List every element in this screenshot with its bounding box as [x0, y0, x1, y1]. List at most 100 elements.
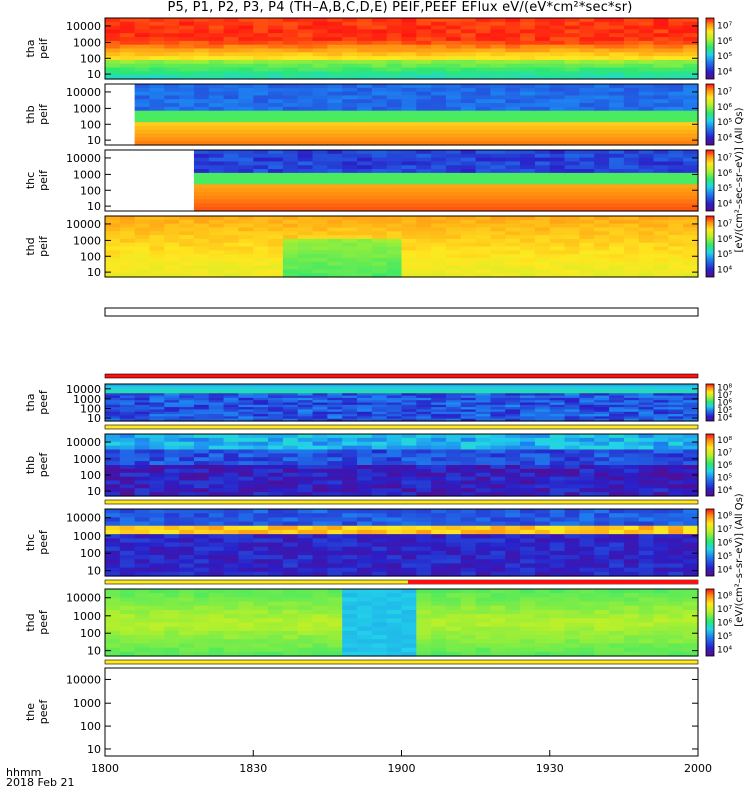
heatmap-cell: [431, 195, 447, 201]
heatmap-cell: [386, 242, 403, 248]
heatmap-cell: [371, 188, 388, 193]
heatmap-cell: [253, 184, 269, 189]
heatmap-cell: [327, 157, 343, 163]
heatmap-cell: [623, 546, 640, 552]
heatmap-cell: [105, 388, 121, 392]
heatmap-cell: [312, 103, 328, 108]
heatmap-cell: [238, 29, 254, 34]
heatmap-cell: [683, 129, 699, 135]
heatmap-cell: [638, 231, 655, 236]
heatmap-cell: [342, 52, 358, 57]
heatmap-cell: [208, 71, 225, 76]
heatmap-cell: [386, 472, 403, 478]
heatmap-cell: [564, 122, 580, 127]
heatmap-cell: [105, 538, 121, 544]
heatmap-cell: [164, 402, 180, 406]
heatmap-cell: [431, 18, 447, 23]
heatmap-cell: [683, 176, 699, 182]
heatmap-cell: [208, 254, 225, 259]
heatmap-cell: [327, 484, 343, 489]
heatmap-cell: [357, 597, 373, 603]
heatmap-cell: [312, 157, 328, 163]
heatmap-cell: [609, 461, 625, 466]
heatmap-cell: [386, 395, 403, 399]
heatmap-cell: [119, 63, 136, 69]
heatmap-cell: [312, 517, 328, 523]
heatmap-cell: [549, 63, 566, 69]
heatmap-cell: [460, 513, 477, 518]
y-tick-label: 10000: [66, 218, 101, 231]
heatmap-cell: [312, 71, 328, 76]
heatmap-cell: [460, 161, 477, 166]
heatmap-cell: [342, 141, 358, 146]
heatmap-cell: [149, 99, 165, 104]
heatmap-cell: [342, 56, 358, 61]
heatmap-cell: [134, 125, 151, 131]
heatmap-cell: [357, 605, 373, 611]
heatmap-cell: [386, 647, 403, 653]
heatmap-cell: [505, 397, 521, 401]
heatmap-cell: [534, 434, 551, 439]
heatmap-cell: [653, 137, 669, 142]
heatmap-cell: [297, 21, 314, 27]
heatmap-cell: [490, 509, 506, 514]
heatmap-cell: [638, 484, 655, 489]
heatmap-cell: [282, 400, 299, 404]
heatmap-cell: [490, 513, 506, 518]
heatmap-cell: [683, 33, 699, 38]
heatmap-cell: [208, 630, 225, 636]
heatmap-cell: [268, 484, 284, 489]
heatmap-cell: [282, 437, 299, 443]
heatmap-cell: [149, 110, 165, 116]
heatmap-cell: [297, 48, 314, 53]
heatmap-cell: [431, 157, 447, 163]
heatmap-cell: [549, 393, 566, 397]
heatmap-cell: [164, 21, 180, 27]
heatmap-cell: [357, 390, 373, 394]
heatmap-cell: [638, 169, 655, 174]
heatmap-cell: [623, 265, 640, 270]
heatmap-cell: [638, 216, 655, 221]
heatmap-cell: [460, 618, 477, 624]
heatmap-cell: [105, 457, 121, 462]
heatmap-cell: [208, 114, 225, 119]
heatmap-cell: [238, 525, 254, 531]
heatmap-cell: [119, 529, 136, 535]
heatmap-cell: [119, 525, 136, 531]
heatmap-cell: [579, 468, 595, 474]
heatmap-cell: [460, 227, 477, 232]
heatmap-cell: [105, 219, 121, 225]
heatmap-cell: [386, 188, 403, 193]
heatmap-cell: [549, 216, 566, 221]
heatmap-cell: [520, 597, 536, 603]
heatmap-cell: [193, 207, 210, 212]
heatmap-cell: [371, 525, 388, 531]
heatmap-cell: [371, 157, 388, 163]
heatmap-cell: [638, 153, 655, 159]
heatmap-cell: [297, 216, 314, 221]
colorbar-tick-label: 10⁶: [717, 399, 732, 409]
heatmap-cell: [534, 110, 551, 116]
heatmap-cell: [342, 195, 358, 201]
heatmap-cell: [579, 492, 595, 497]
heatmap-cell: [238, 618, 254, 624]
heatmap-cell: [238, 465, 254, 470]
heatmap-cell: [371, 630, 388, 636]
heatmap-cell: [164, 384, 180, 387]
heatmap-cell: [386, 529, 403, 535]
heatmap-cell: [342, 122, 358, 127]
heatmap-cell: [386, 618, 403, 624]
heatmap-cell: [505, 129, 521, 135]
heatmap-cell: [238, 639, 254, 645]
heatmap-cell: [490, 63, 506, 69]
heatmap-cell: [564, 441, 580, 447]
heatmap-cell: [445, 465, 462, 470]
heatmap-cell: [505, 122, 521, 127]
heatmap-cell: [105, 542, 121, 548]
heatmap-cell: [149, 614, 165, 619]
heatmap-cell: [475, 114, 492, 119]
heatmap-cell: [505, 110, 521, 116]
heatmap-cell: [460, 416, 477, 420]
heatmap-cell: [297, 122, 314, 127]
heatmap-cell: [268, 257, 284, 263]
